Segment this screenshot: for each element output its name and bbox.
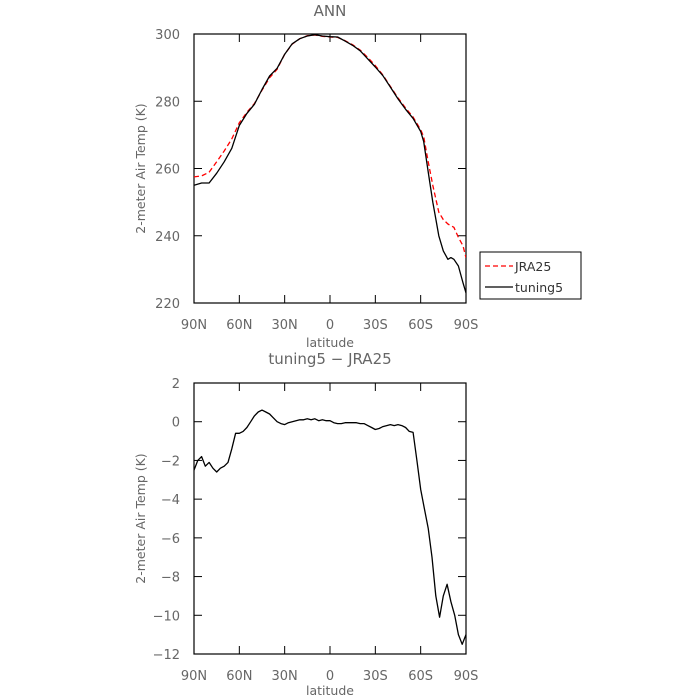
y-tick-label: −12 (153, 648, 180, 663)
series-line-jra25 (194, 34, 466, 258)
y-tick-label: 300 (155, 28, 180, 43)
legend-label: JRA25 (514, 259, 551, 274)
x-axis-label: latitude (306, 683, 354, 698)
x-tick-label: 60S (408, 669, 433, 684)
y-tick-label: 220 (155, 297, 180, 312)
plot-frame (193, 33, 467, 304)
x-tick-label: 60N (226, 318, 252, 333)
x-tick-label: 30N (272, 669, 298, 684)
y-tick-label: 280 (155, 95, 180, 110)
y-tick-label: −10 (153, 609, 180, 624)
legend-label: tuning5 (515, 280, 563, 295)
x-tick-label: 90N (181, 669, 207, 684)
chart-title: tuning5 − JRA25 (268, 350, 391, 368)
difference-panel: 90N 60N 30N 0 30S 60S 90S −12 −10 −8 −6 −4 −2 0 2 tunin… (133, 350, 478, 698)
x-tick-label: 30S (363, 669, 388, 684)
y-tick-label: −6 (161, 532, 180, 547)
y-tick-label: 0 (172, 416, 180, 431)
x-tick-label: 0 (326, 318, 334, 333)
y-tick-label: −4 (161, 493, 180, 508)
y-axis-label: 2-meter Air Temp (K) (133, 453, 148, 583)
x-tick-label: 30S (363, 318, 388, 333)
chart-title: ANN (314, 2, 347, 20)
x-tick-label: 90N (181, 318, 207, 333)
y-tick-label: 240 (155, 230, 180, 245)
y-axis-label: 2-meter Air Temp (K) (133, 103, 148, 233)
y-tick-label: −2 (161, 454, 180, 469)
y-tick-label: 260 (155, 163, 180, 178)
x-tick-label: 30N (272, 318, 298, 333)
y-tick-label: −8 (161, 571, 180, 586)
x-axis-label: latitude (306, 335, 354, 350)
temperature-panel: 90N 60N 30N 0 30S 60S 90S 220 240 260 280 300 ANN lat… (133, 2, 582, 350)
x-tick-label: 60N (226, 669, 252, 684)
series-line-difference (194, 409, 466, 645)
x-tick-label: 90S (454, 669, 479, 684)
plot-frame (193, 382, 467, 655)
x-tick-label: 90S (454, 318, 479, 333)
y-tick-label: 2 (172, 377, 180, 392)
x-tick-label: 0 (326, 669, 334, 684)
x-tick-label: 60S (408, 318, 433, 333)
series-line-tuning5 (194, 34, 466, 294)
legend-box (479, 251, 582, 300)
